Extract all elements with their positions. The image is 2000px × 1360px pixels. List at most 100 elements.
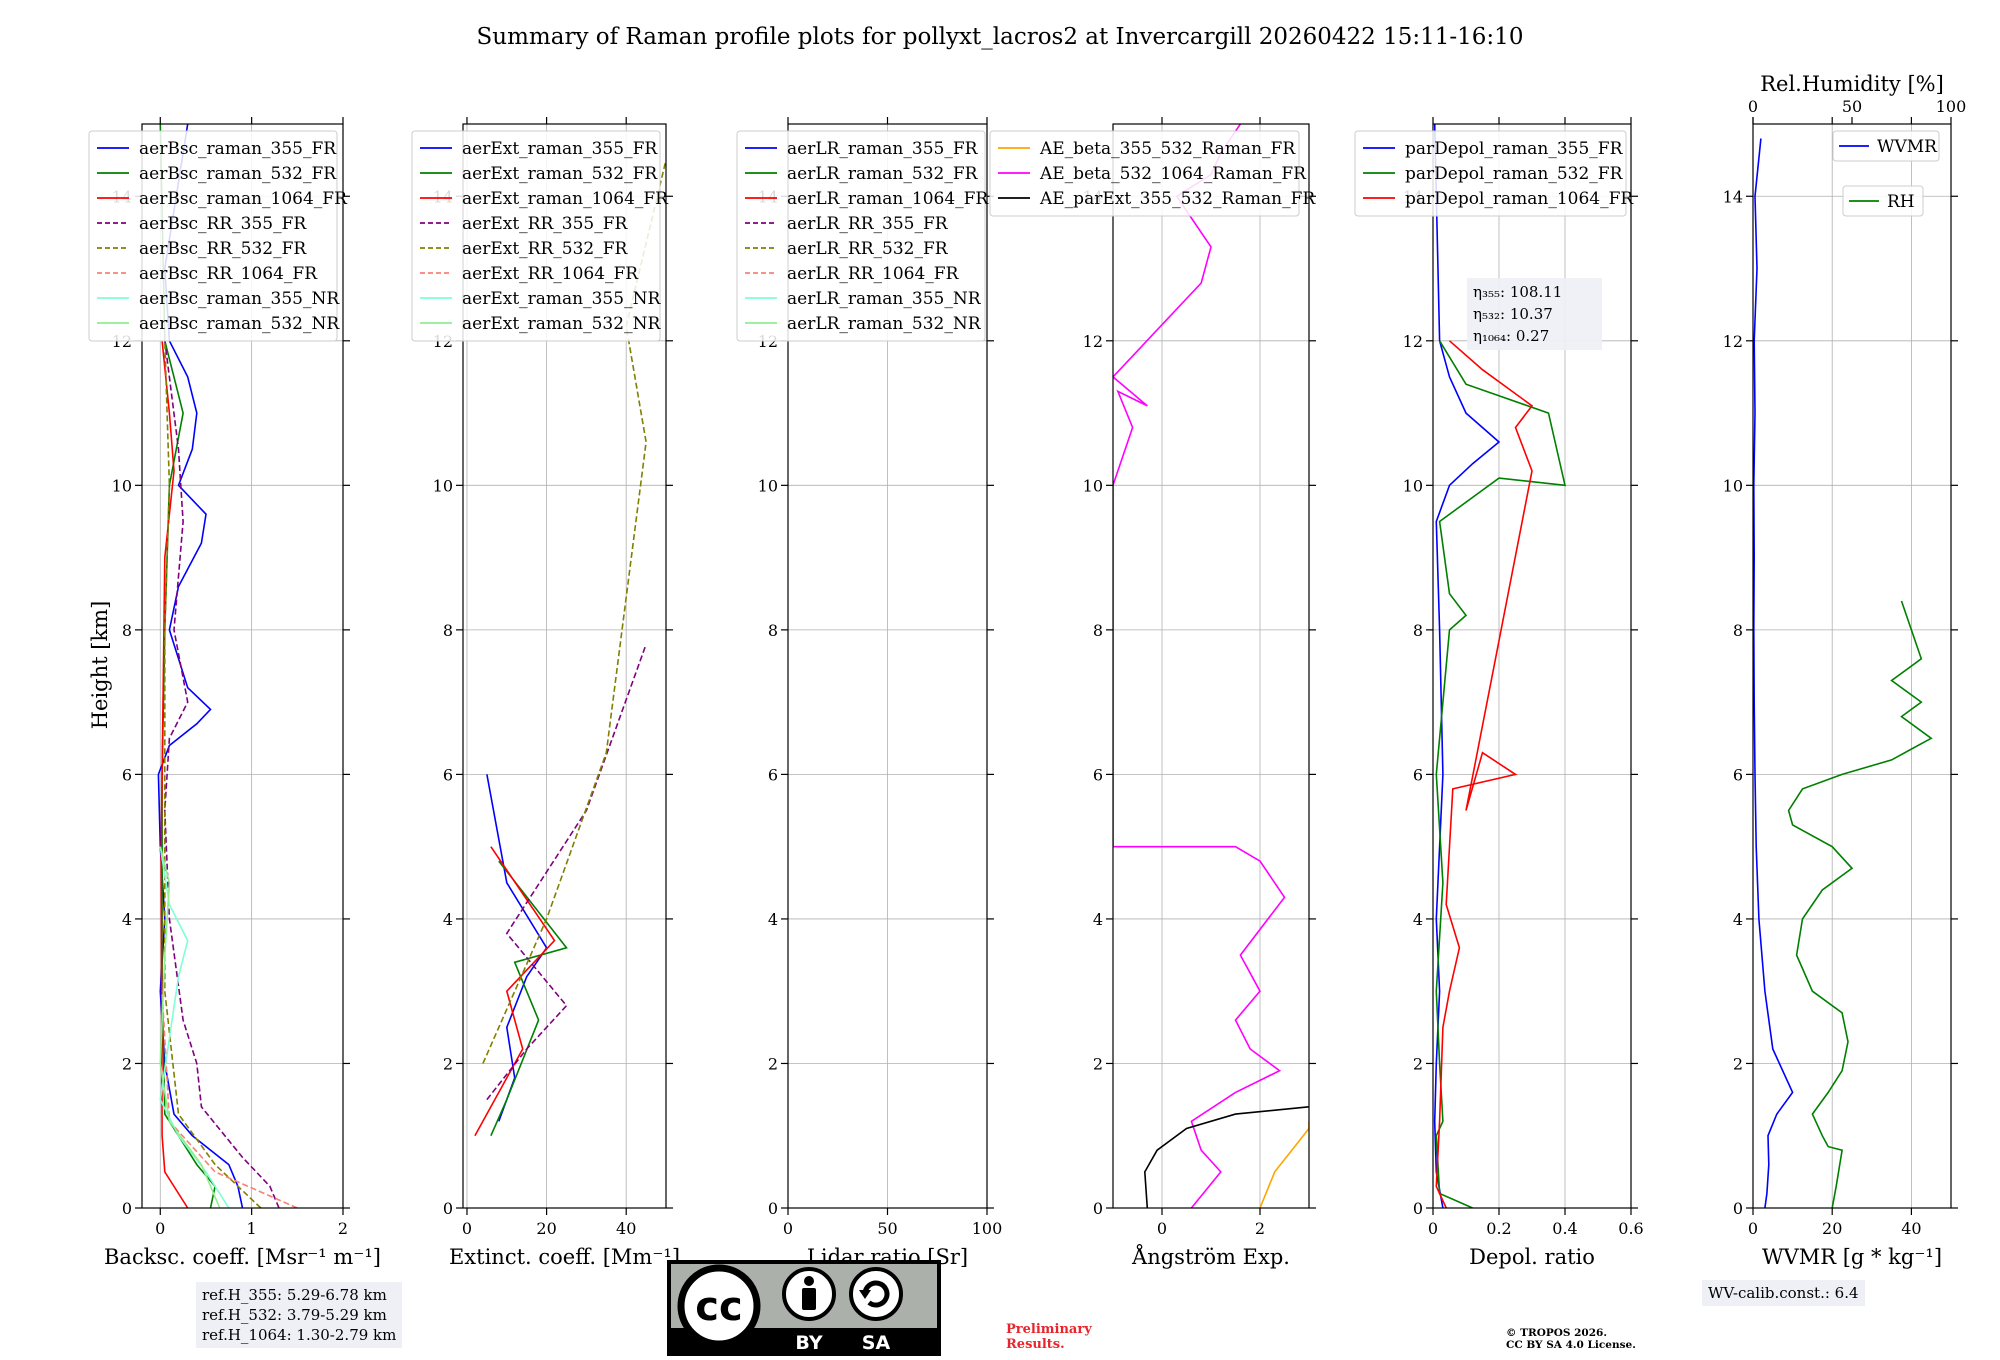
- legend-label: aerBsc_raman_355_FR: [139, 139, 337, 159]
- legend-frame: [736, 130, 986, 342]
- legend-label: aerExt_raman_355_NR: [462, 289, 661, 309]
- x-tick-label: 2: [338, 1219, 348, 1238]
- y-tick-label: 10: [758, 476, 778, 495]
- ref-height-355: ref.H_355: 5.29-6.78 km: [202, 1286, 387, 1304]
- eta-annotation: η₃₅₅: 108.11 η₅₃₂: 10.37 η₁₀₆₄: 0.27: [1467, 278, 1602, 350]
- legend-label: aerLR_raman_532_NR: [787, 314, 982, 334]
- ref-height-532: ref.H_532: 3.79-5.29 km: [202, 1306, 387, 1324]
- y-tick-label: 10: [1083, 476, 1103, 495]
- legend-label: aerExt_RR_532_FR: [462, 239, 628, 259]
- y-tick-label: 8: [1413, 621, 1423, 640]
- series-line-WVMR: [1753, 138, 1794, 1208]
- x-tick-label: 20: [536, 1219, 556, 1238]
- attribution-icon-head: [804, 1276, 814, 1286]
- series-line-parDepol_raman_532_FR: [1435, 340, 1567, 1208]
- eta-value: η₅₃₂: 10.37: [1473, 305, 1553, 323]
- y-tick-label: 6: [1413, 765, 1423, 784]
- legend-label: aerExt_raman_1064_FR: [462, 189, 669, 209]
- series-group: [1433, 124, 1567, 1208]
- legend-label: WVMR: [1877, 137, 1938, 157]
- y-tick-label: 10: [1723, 476, 1743, 495]
- x-axis-label: Backsc. coeff. [Msr⁻¹ m⁻¹]: [104, 1245, 381, 1269]
- legend-label: AE_parExt_355_532_Raman_FR: [1039, 189, 1316, 209]
- axes-frame: [1752, 123, 1952, 1209]
- top-x-tick-label: 100: [1936, 97, 1967, 116]
- x-tick-label: 0.2: [1486, 1219, 1511, 1238]
- panel-lidar-ratio: 05010002468101214Lidar ratio [Sr]aerLR_r…: [736, 117, 1003, 1269]
- share-alike-icon-arc: [862, 1280, 890, 1308]
- legend-label: aerLR_RR_355_FR: [787, 214, 949, 234]
- legend-label: aerExt_raman_355_FR: [462, 139, 658, 159]
- series-line-aerExt_RR_355_FR: [486, 644, 647, 1101]
- series-line-parDepol_raman_355_FR: [1433, 124, 1501, 1208]
- x-tick-label: 100: [972, 1219, 1003, 1238]
- x-tick-label: 0: [783, 1219, 793, 1238]
- y-tick-label: 12: [1403, 332, 1423, 351]
- legend-label: parDepol_raman_1064_FR: [1405, 189, 1634, 209]
- license-by-label: BY: [795, 1332, 822, 1354]
- x-tick-label: 0.6: [1618, 1219, 1643, 1238]
- ref-height-1064: ref.H_1064: 1.30-2.79 km: [202, 1326, 397, 1344]
- y-tick-label: 0: [122, 1199, 132, 1218]
- y-tick-label: 2: [443, 1054, 453, 1073]
- legend: aerBsc_raman_355_FR aerBsc_raman_532_FRae…: [88, 130, 348, 342]
- y-tick-label: 2: [1413, 1054, 1423, 1073]
- legend-label: aerBsc_RR_532_FR: [139, 239, 307, 259]
- preliminary-line-1: Preliminary: [1006, 1322, 1092, 1337]
- x-tick-label: 20: [1822, 1219, 1842, 1238]
- x-tick-label: 0: [1748, 1219, 1758, 1238]
- y-tick-label: 4: [443, 910, 453, 929]
- legend-label: aerBsc_raman_355_NR: [139, 289, 340, 309]
- series-line-AE_beta_355_532_Raman_FR: [1259, 1121, 1309, 1208]
- y-tick-label: 12: [1723, 332, 1743, 351]
- series-line-aerBsc_raman_1064_FR: [160, 340, 189, 1208]
- y-tick-label: 6: [443, 765, 453, 784]
- figure-title: Summary of Raman profile plots for polly…: [477, 24, 1524, 50]
- y-tick-label: 2: [1093, 1054, 1103, 1073]
- y-tick-label: 4: [768, 910, 778, 929]
- series-line-RH: [1787, 600, 1933, 1208]
- legend: parDepol_raman_355_FR parDepol_raman_532_…: [1354, 130, 1634, 217]
- wv-calibration-constant: WV-calib.const.: 6.4: [1708, 1284, 1859, 1302]
- x-tick-label: 0: [1157, 1219, 1167, 1238]
- y-tick-label: 14: [1723, 187, 1743, 206]
- y-tick-label: 4: [1413, 910, 1423, 929]
- legend: aerLR_raman_355_FR aerLR_raman_532_FR aerL…: [736, 130, 989, 342]
- y-tick-label: 6: [1093, 765, 1103, 784]
- y-tick-label: 8: [1093, 621, 1103, 640]
- series-line-parDepol_raman_1064_FR: [1435, 340, 1534, 1208]
- x-axis-label: Extinct. coeff. [Mm⁻¹]: [449, 1245, 680, 1269]
- legend-frame: [1842, 185, 1924, 217]
- series-group: [157, 124, 298, 1208]
- legend-label: aerExt_RR_355_FR: [462, 214, 628, 234]
- y-axis-label: Height [km]: [88, 601, 112, 730]
- series-line-aerExt_raman_532_FR: [490, 860, 568, 1137]
- series-group: [1113, 124, 1309, 1208]
- series-line-aerBsc_RR_532_FR: [164, 340, 262, 1208]
- y-tick-label: 8: [443, 621, 453, 640]
- copyright-line-1: © TROPOS 2026.: [1506, 1327, 1608, 1339]
- axes-frame: [1112, 123, 1310, 1209]
- legend-frame: [1832, 130, 1940, 162]
- cc-logo-icon: [677, 1264, 761, 1348]
- attribution-icon-body: [802, 1288, 816, 1310]
- y-tick-label: 6: [1733, 765, 1743, 784]
- legend-frame: [989, 130, 1300, 217]
- y-tick-label: 2: [1733, 1054, 1743, 1073]
- legend-label: aerExt_raman_532_NR: [462, 314, 661, 334]
- panels-group: 0 12 0 2 4 6 8 10 12 14 Backsc. coeff. [Msr⁻¹ m⁻¹]…: [88, 72, 1967, 1269]
- x-axis-label: Ångström Exp.: [1131, 1244, 1290, 1269]
- y-tick-label: 8: [1733, 621, 1743, 640]
- y-tick-label: 6: [768, 765, 778, 784]
- legend-label: RH: [1887, 192, 1915, 212]
- y-tick-label: 4: [1093, 910, 1103, 929]
- series-group: [1753, 138, 1933, 1208]
- x-tick-label: 50: [877, 1219, 897, 1238]
- panel-depolarization: 00.20.40.602468101214Depol. ratioparDepo…: [1354, 117, 1644, 1269]
- legend-label: parDepol_raman_532_FR: [1405, 164, 1624, 184]
- legend-label: aerBsc_raman_532_FR: [139, 164, 337, 184]
- series-line-aerBsc_raman_355_FR: [157, 124, 244, 1208]
- eta-annotation-box: [1467, 278, 1602, 350]
